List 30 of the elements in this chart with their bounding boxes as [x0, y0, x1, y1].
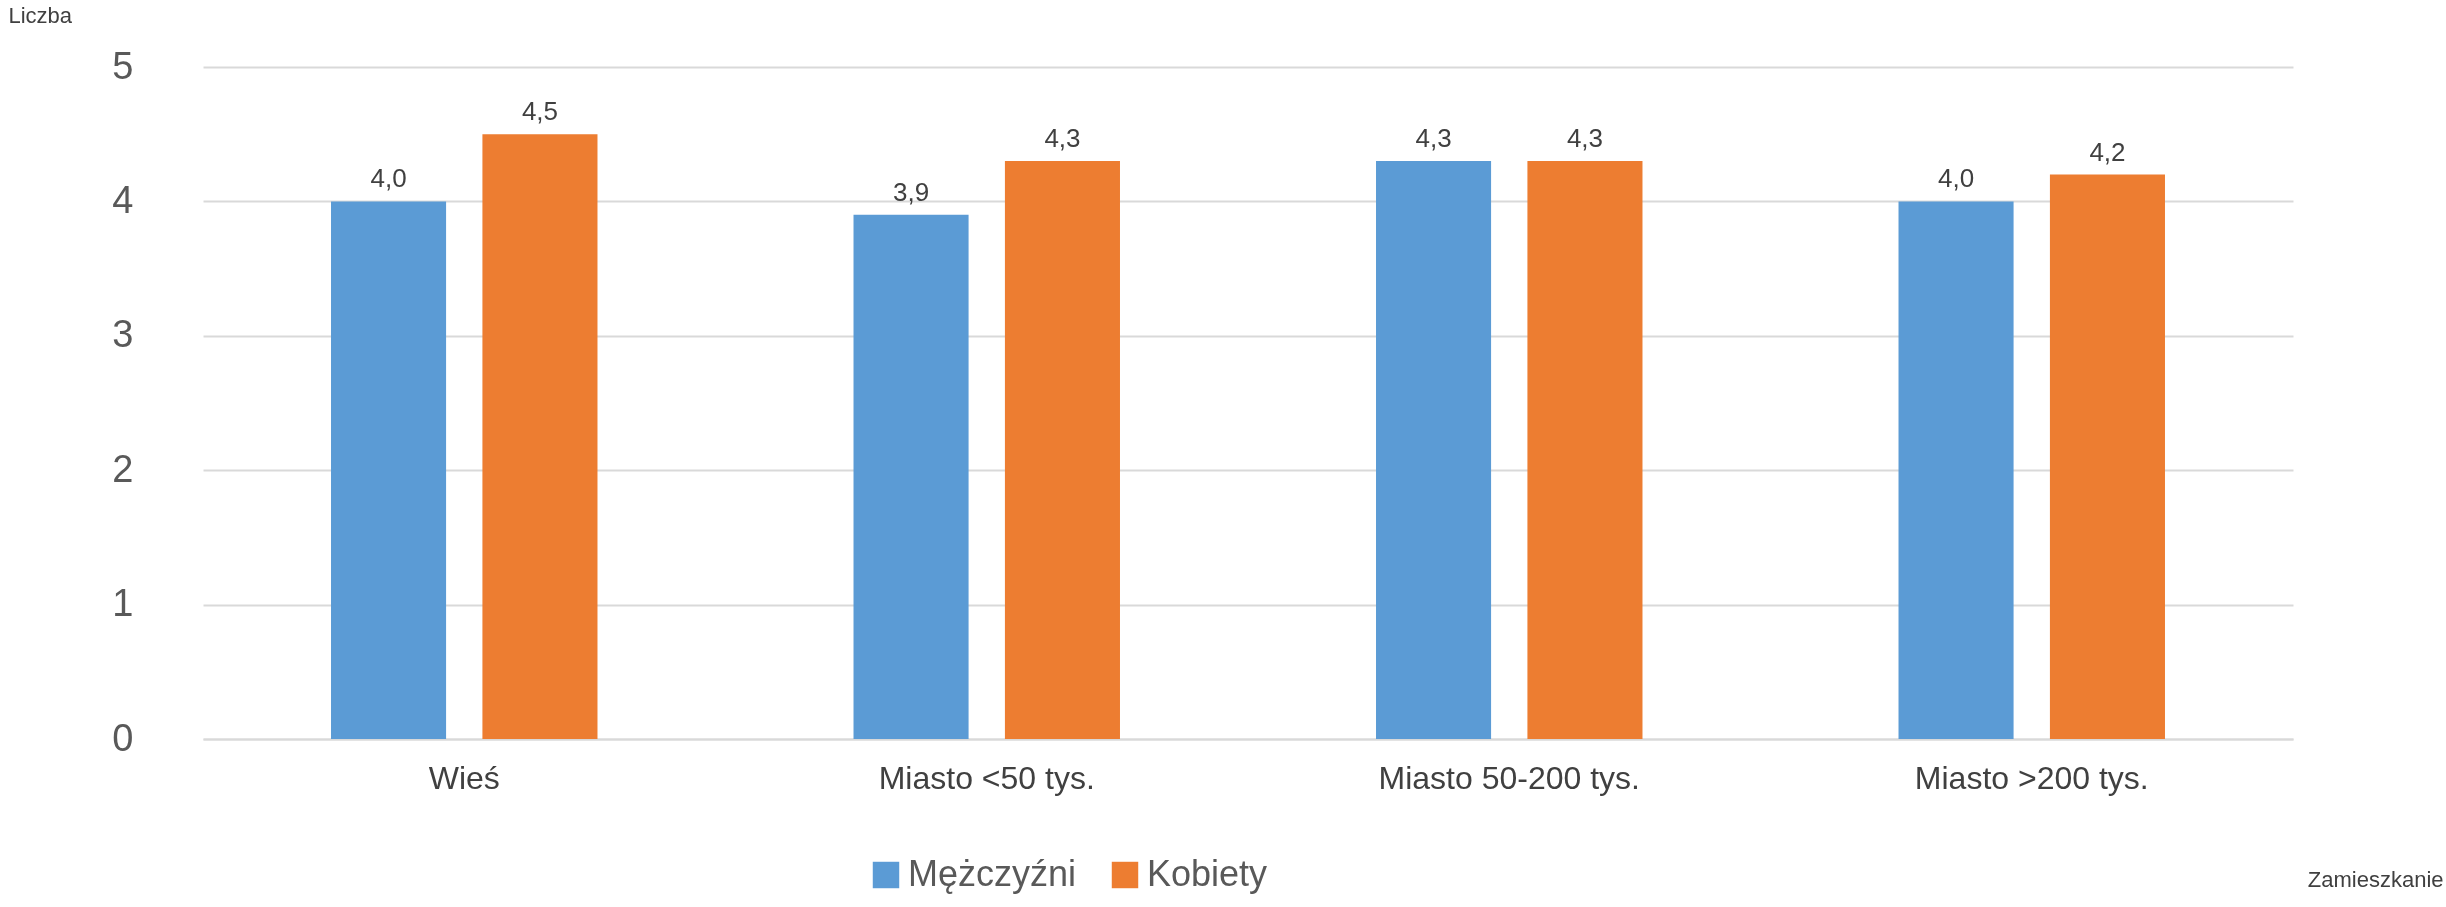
x-tick-label: Miasto 50-200 tys. [1378, 759, 1640, 796]
y-tick-label: 1 [112, 582, 134, 625]
x-axis-title: Zamieszkanie [2307, 866, 2444, 892]
data-label: 4,3 [1415, 123, 1452, 154]
bar [853, 214, 969, 739]
data-label: 4,5 [521, 96, 559, 127]
data-label: 4,3 [1566, 123, 1604, 154]
y-tick-label: 2 [112, 447, 134, 490]
bar [1376, 161, 1492, 739]
data-label: 4,0 [1937, 163, 1975, 194]
x-tick-label: Miasto <50 tys. [878, 759, 1095, 796]
y-tick-label: 3 [112, 313, 134, 356]
y-tick-label: 0 [112, 716, 134, 759]
bar [331, 201, 447, 739]
bar [1004, 161, 1120, 739]
y-tick-label: 5 [112, 44, 134, 87]
y-tick-label: 4 [112, 178, 134, 221]
data-label: 3,9 [892, 176, 930, 207]
x-tick-label: Wieś [428, 759, 500, 796]
data-label: 4,0 [370, 163, 407, 194]
bar [482, 134, 598, 739]
legend-label: Mężczyźni [908, 853, 1077, 894]
x-tick-label: Miasto >200 tys. [1914, 759, 2149, 796]
data-label: 4,3 [1044, 123, 1081, 154]
bar [1898, 201, 2014, 739]
legend-label: Kobiety [1147, 853, 1268, 894]
bar [2049, 174, 2165, 739]
bar [1527, 161, 1643, 739]
y-axis-title: Liczba [8, 2, 73, 28]
data-label: 4,2 [2089, 136, 2126, 167]
